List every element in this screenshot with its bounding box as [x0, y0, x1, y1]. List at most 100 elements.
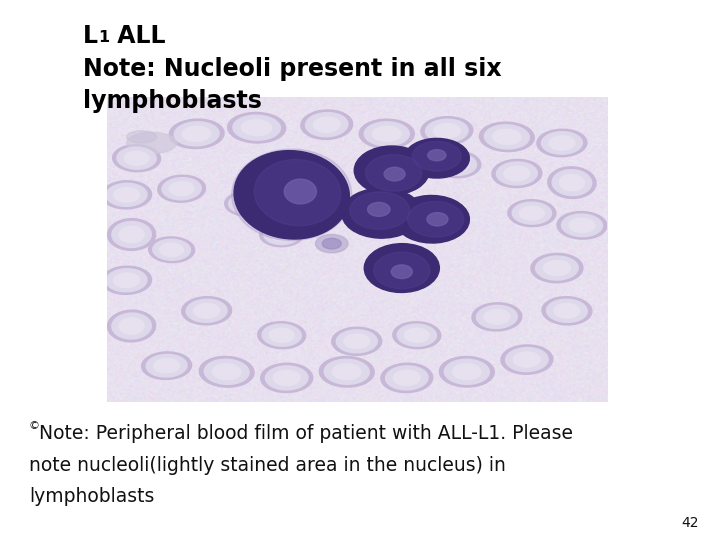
- Ellipse shape: [354, 146, 429, 195]
- Ellipse shape: [391, 265, 413, 279]
- Ellipse shape: [393, 370, 420, 386]
- Ellipse shape: [372, 126, 401, 141]
- Ellipse shape: [258, 322, 305, 349]
- Ellipse shape: [504, 166, 530, 181]
- Ellipse shape: [332, 327, 382, 355]
- Text: 42: 42: [681, 516, 698, 530]
- Ellipse shape: [102, 266, 151, 294]
- Ellipse shape: [366, 154, 422, 191]
- Ellipse shape: [426, 119, 468, 143]
- Ellipse shape: [552, 170, 592, 195]
- Ellipse shape: [119, 318, 144, 334]
- Ellipse shape: [433, 124, 460, 138]
- Ellipse shape: [513, 352, 541, 367]
- Ellipse shape: [541, 132, 582, 154]
- Ellipse shape: [260, 222, 304, 247]
- Ellipse shape: [114, 273, 140, 288]
- Ellipse shape: [508, 200, 556, 227]
- Ellipse shape: [381, 363, 433, 393]
- Ellipse shape: [169, 119, 224, 148]
- Ellipse shape: [562, 214, 603, 237]
- Ellipse shape: [433, 151, 481, 178]
- Ellipse shape: [127, 132, 176, 154]
- Ellipse shape: [233, 115, 281, 140]
- Ellipse shape: [199, 356, 254, 387]
- Ellipse shape: [324, 359, 369, 384]
- Ellipse shape: [492, 129, 521, 145]
- Ellipse shape: [194, 303, 220, 318]
- Ellipse shape: [262, 324, 302, 346]
- Ellipse shape: [485, 125, 529, 149]
- Ellipse shape: [484, 309, 510, 324]
- Ellipse shape: [453, 364, 481, 380]
- Ellipse shape: [364, 244, 439, 293]
- Ellipse shape: [427, 213, 448, 226]
- Ellipse shape: [544, 260, 570, 276]
- Ellipse shape: [323, 238, 341, 249]
- Ellipse shape: [559, 174, 585, 191]
- Ellipse shape: [102, 181, 151, 209]
- Ellipse shape: [368, 202, 390, 217]
- Ellipse shape: [536, 256, 578, 280]
- Ellipse shape: [512, 202, 552, 224]
- Ellipse shape: [421, 117, 473, 145]
- Ellipse shape: [106, 269, 147, 292]
- Ellipse shape: [437, 153, 477, 176]
- Ellipse shape: [444, 359, 490, 384]
- Ellipse shape: [492, 159, 542, 187]
- Ellipse shape: [162, 178, 201, 200]
- Ellipse shape: [549, 136, 575, 150]
- Ellipse shape: [212, 364, 241, 380]
- Ellipse shape: [112, 145, 161, 172]
- Ellipse shape: [107, 310, 156, 342]
- Ellipse shape: [254, 159, 341, 226]
- Ellipse shape: [537, 129, 587, 157]
- Ellipse shape: [343, 334, 370, 349]
- Ellipse shape: [146, 354, 187, 377]
- Ellipse shape: [269, 328, 294, 342]
- Ellipse shape: [569, 218, 595, 233]
- Ellipse shape: [413, 141, 462, 171]
- Ellipse shape: [182, 126, 211, 141]
- Ellipse shape: [117, 147, 156, 169]
- Text: lymphoblasts: lymphoblasts: [83, 89, 261, 113]
- Text: Note: Peripheral blood film of patient with ALL-L1. Please: Note: Peripheral blood film of patient w…: [39, 424, 573, 443]
- Ellipse shape: [174, 122, 219, 146]
- Text: ALL: ALL: [109, 24, 165, 48]
- Ellipse shape: [405, 138, 469, 178]
- Ellipse shape: [305, 112, 348, 137]
- Text: ©: ©: [29, 421, 40, 431]
- Ellipse shape: [480, 122, 534, 152]
- Ellipse shape: [395, 195, 469, 243]
- Ellipse shape: [501, 345, 553, 374]
- Ellipse shape: [319, 356, 374, 387]
- Ellipse shape: [181, 296, 232, 325]
- Ellipse shape: [266, 366, 308, 390]
- Ellipse shape: [333, 364, 361, 380]
- Ellipse shape: [542, 296, 592, 325]
- Ellipse shape: [284, 179, 317, 204]
- Ellipse shape: [225, 192, 269, 216]
- Ellipse shape: [107, 219, 156, 251]
- Ellipse shape: [546, 299, 588, 322]
- Ellipse shape: [350, 192, 410, 230]
- Ellipse shape: [270, 228, 293, 241]
- Ellipse shape: [112, 313, 151, 339]
- Text: L: L: [83, 24, 98, 48]
- Ellipse shape: [405, 328, 429, 342]
- Ellipse shape: [374, 252, 430, 289]
- Ellipse shape: [301, 110, 353, 139]
- Ellipse shape: [148, 237, 194, 262]
- Ellipse shape: [364, 122, 410, 146]
- Text: note nucleoli(lightly stained area in the nucleus) in: note nucleoli(lightly stained area in th…: [29, 456, 505, 475]
- Ellipse shape: [264, 225, 300, 245]
- Ellipse shape: [477, 305, 518, 328]
- Ellipse shape: [531, 253, 583, 283]
- Ellipse shape: [235, 198, 258, 211]
- Ellipse shape: [261, 363, 312, 393]
- Ellipse shape: [519, 206, 544, 220]
- Ellipse shape: [112, 221, 151, 247]
- Ellipse shape: [158, 175, 205, 202]
- Ellipse shape: [393, 322, 441, 349]
- Ellipse shape: [336, 330, 377, 353]
